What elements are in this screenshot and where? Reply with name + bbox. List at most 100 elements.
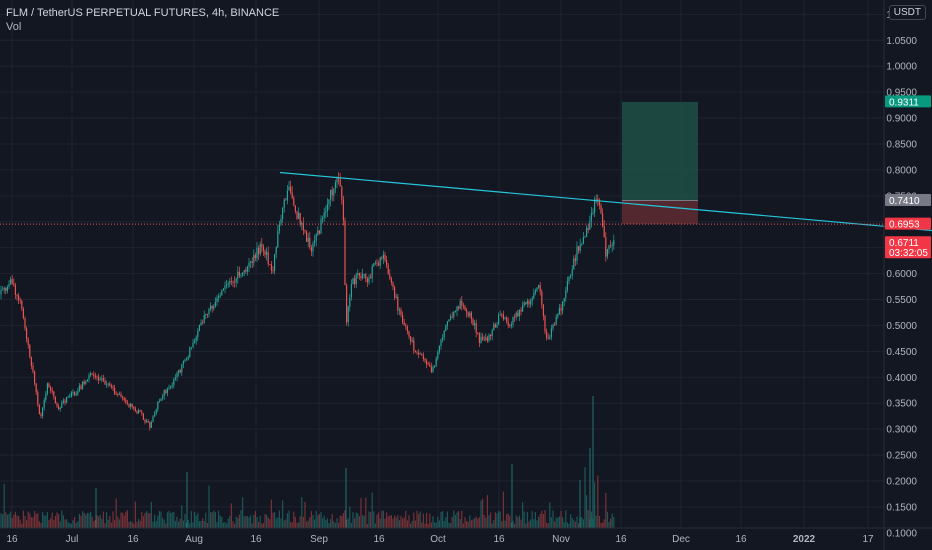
- time-axis[interactable]: 16 Jul 16 Aug 16 Sep 16 Oct 16 Nov 16 Dec 16 2022 17: [0, 527, 932, 545]
- volume-bar: [128, 521, 130, 528]
- candle-body: [331, 189, 333, 196]
- candle-body: [122, 396, 124, 398]
- volume-bar: [19, 519, 21, 528]
- volume-bar: [286, 513, 288, 528]
- candle-body: [24, 318, 26, 329]
- volume-bar: [590, 511, 592, 528]
- volume-bar: [485, 517, 487, 528]
- volume-bar: [349, 506, 351, 528]
- volume-bar: [458, 511, 460, 528]
- resistance-trendline: [279, 171, 932, 232]
- volume-bar: [48, 519, 50, 528]
- volume-bar: [611, 513, 613, 528]
- candle-body: [381, 257, 383, 259]
- currency-badge[interactable]: USDT: [888, 5, 926, 20]
- candle-body: [445, 325, 447, 331]
- candle-body: [194, 341, 196, 343]
- candle-body: [285, 199, 287, 201]
- candle-body: [128, 403, 130, 407]
- volume-bar: [342, 512, 344, 528]
- volume-bar: [115, 498, 117, 528]
- volume-bar: [376, 514, 378, 528]
- volume-bar: [189, 523, 191, 528]
- volume-bar: [530, 519, 532, 528]
- price-axis[interactable]: 1.10001.05001.00000.95000.90000.85000.80…: [883, 0, 917, 550]
- drawn-lines[interactable]: [0, 171, 932, 232]
- volume-bar: [392, 518, 394, 528]
- candle-body: [202, 322, 204, 324]
- candle-body: [578, 246, 580, 251]
- time-tick-label: Aug: [185, 534, 203, 545]
- volume-bar: [608, 521, 610, 528]
- candle-body: [270, 264, 272, 271]
- volume-bar: [150, 501, 152, 528]
- volume-bar: [328, 523, 330, 528]
- volume-bar: [405, 510, 407, 528]
- candle-body: [230, 281, 232, 282]
- candle-body: [278, 224, 280, 231]
- candle-body: [603, 226, 605, 238]
- volume-bar: [38, 521, 40, 528]
- time-tick-label: 2022: [793, 534, 816, 545]
- symbol-title[interactable]: FLM / TetherUS PERPETUAL FUTURES, 4h, BI…: [6, 7, 280, 19]
- volume-indicator-label[interactable]: Vol: [6, 21, 22, 33]
- volume-bar: [78, 513, 80, 528]
- candle-body: [277, 230, 279, 248]
- candle-body: [237, 271, 239, 279]
- candle-body: [40, 414, 42, 416]
- candle-body: [43, 399, 45, 408]
- candle-body: [144, 419, 146, 423]
- volume-bar: [522, 502, 524, 528]
- candle-body: [611, 245, 613, 247]
- volume-bar: [610, 518, 612, 528]
- volume-bar: [226, 523, 228, 528]
- volume-bar: [184, 513, 186, 528]
- candle-body: [16, 294, 18, 296]
- candle-body: [27, 339, 29, 346]
- candle-body: [494, 324, 496, 328]
- candle-body: [362, 274, 364, 279]
- volume-bar: [330, 519, 332, 528]
- candle-body: [502, 314, 504, 320]
- candle-body: [96, 376, 98, 378]
- volume-bar: [274, 511, 276, 528]
- volume-bar: [170, 512, 172, 528]
- volume-spike: [345, 468, 347, 528]
- volume-bar: [486, 495, 488, 528]
- volume-bar: [77, 521, 79, 528]
- candle-body: [126, 402, 128, 404]
- candle-body: [174, 377, 176, 380]
- candle-body: [541, 291, 543, 305]
- candle-body: [552, 324, 554, 329]
- candle-body: [6, 286, 8, 291]
- volume-bar: [178, 521, 180, 528]
- volume-bar: [102, 511, 104, 528]
- volume-bar: [280, 518, 282, 528]
- volume-bar: [526, 511, 528, 528]
- volume-bar: [304, 501, 306, 528]
- candle-body: [91, 373, 93, 375]
- candle-body: [198, 324, 200, 331]
- volume-bar: [566, 522, 568, 528]
- candle-body: [608, 245, 610, 250]
- volume-bar: [46, 511, 48, 528]
- volume-bar: [171, 512, 173, 528]
- volume-bar: [435, 522, 437, 528]
- candle-body: [325, 211, 327, 213]
- candle-body: [496, 324, 498, 328]
- long-position-tool[interactable]: [622, 101, 698, 225]
- candle-body: [587, 227, 589, 230]
- volume-bar: [50, 518, 52, 528]
- volume-bar: [32, 517, 34, 528]
- candle-body: [21, 300, 23, 309]
- candle-body: [227, 283, 229, 285]
- candle-body: [190, 347, 192, 349]
- candle-body: [221, 290, 223, 296]
- candle-body: [363, 274, 365, 275]
- volume-bar: [502, 491, 504, 528]
- volume-bar: [123, 515, 125, 528]
- candle-body: [328, 199, 330, 205]
- candle-body: [392, 282, 394, 287]
- volume-bar: [8, 513, 10, 528]
